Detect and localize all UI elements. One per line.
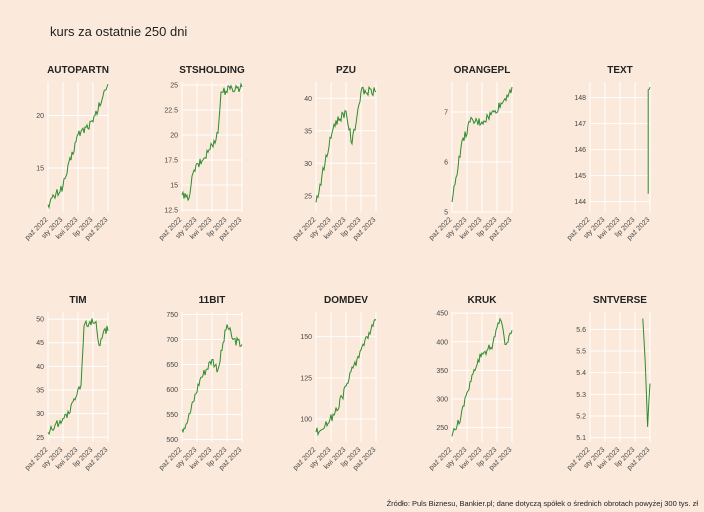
chart-title: kurs za ostatnie 250 dni xyxy=(50,24,188,39)
panel-kruk-title: KRUK xyxy=(468,295,498,306)
panel-domdev-ytick-0: 100 xyxy=(300,416,312,423)
panel-11bit-ytick-5: 750 xyxy=(166,312,178,319)
panel-domdev-series-line xyxy=(315,318,377,437)
panel-11bit-ytick-0: 500 xyxy=(166,437,178,444)
panel-domdev-title: DOMDEV xyxy=(324,295,368,306)
panel-sntverse-ytick-3: 5.4 xyxy=(576,370,586,377)
panel-stsholding-title: STSHOLDING xyxy=(179,65,245,76)
panel-tim-ytick-0: 25 xyxy=(36,435,44,442)
panel-11bit-ytick-3: 650 xyxy=(166,362,178,369)
panel-11bit-ytick-1: 550 xyxy=(166,412,178,419)
panel-autopartn-title: AUTOPARTN xyxy=(47,65,109,76)
panel-stsholding-series-line xyxy=(181,82,243,202)
panel-sntverse-ytick-0: 5.1 xyxy=(576,435,586,442)
panel-stsholding-ytick-0: 12.5 xyxy=(164,208,178,215)
source-note: Źródło: Puls Biznesu, Bankier.pl; dane d… xyxy=(386,499,698,508)
panel-tim-ytick-2: 35 xyxy=(36,388,44,395)
panel-orangepl-title: ORANGEPL xyxy=(454,65,511,76)
panel-stsholding-ytick-5: 25 xyxy=(170,83,178,90)
panel-tim-ytick-4: 45 xyxy=(36,340,44,347)
panel-tim-ytick-5: 50 xyxy=(36,317,44,324)
panel-autopartn-ytick-0: 15 xyxy=(36,165,44,172)
panel-text-ytick-2: 146 xyxy=(574,147,586,154)
panel-domdev-ytick-1: 125 xyxy=(300,375,312,382)
panel-text-ytick-3: 147 xyxy=(574,121,586,128)
panel-pzu-ytick-2: 35 xyxy=(304,128,312,135)
panel-11bit-title: 11BIT xyxy=(199,295,226,306)
panel-stsholding-ytick-3: 20 xyxy=(170,133,178,140)
panel-text-series-line xyxy=(647,87,651,194)
panel-tim-ytick-1: 30 xyxy=(36,411,44,418)
panel-kruk-ytick-2: 350 xyxy=(436,368,448,375)
panel-sntverse-ytick-2: 5.3 xyxy=(576,392,586,399)
panel-text-ytick-0: 144 xyxy=(574,199,586,206)
panel-text-ytick-4: 148 xyxy=(574,95,586,102)
panel-kruk-ytick-0: 250 xyxy=(436,425,448,432)
panel-orangepl-ytick-1: 6 xyxy=(444,160,448,167)
panel-stsholding-ytick-2: 17.5 xyxy=(164,158,178,165)
panel-tim-title: TIM xyxy=(69,295,86,306)
panel-stsholding-ytick-4: 22.5 xyxy=(164,108,178,115)
panel-autopartn-series-line xyxy=(47,83,109,210)
panel-domdev-ytick-2: 150 xyxy=(300,334,312,341)
panel-sntverse-ytick-4: 5.5 xyxy=(576,349,586,356)
panel-sntverse-ytick-5: 5.6 xyxy=(576,327,586,334)
panel-text-title: TEXT xyxy=(607,65,633,76)
panel-11bit-ytick-2: 600 xyxy=(166,387,178,394)
panel-kruk-ytick-3: 400 xyxy=(436,339,448,346)
panel-pzu-ytick-1: 30 xyxy=(304,161,312,168)
panel-sntverse-series-line xyxy=(642,318,651,427)
panel-11bit-series-line xyxy=(181,324,243,434)
panel-orangepl-series-line xyxy=(451,86,513,203)
panel-kruk-ytick-1: 300 xyxy=(436,397,448,404)
panel-pzu-ytick-0: 25 xyxy=(304,193,312,200)
panel-kruk-series-line xyxy=(451,317,513,437)
panel-tim-ytick-3: 40 xyxy=(36,364,44,371)
panel-pzu-series-line xyxy=(315,85,377,203)
panel-sntverse-title: SNTVERSE xyxy=(593,295,647,306)
panel-pzu-title: PZU xyxy=(336,65,356,76)
panel-orangepl-ytick-2: 7 xyxy=(444,110,448,117)
panel-autopartn-ytick-1: 20 xyxy=(36,113,44,120)
panel-text-ytick-1: 145 xyxy=(574,173,586,180)
panel-pzu-ytick-3: 40 xyxy=(304,96,312,103)
panel-sntverse-ytick-1: 5.2 xyxy=(576,414,586,421)
panel-kruk-ytick-4: 450 xyxy=(436,311,448,318)
panel-orangepl-ytick-0: 5 xyxy=(444,210,448,217)
panel-stsholding-ytick-1: 15 xyxy=(170,183,178,190)
panel-11bit-ytick-4: 700 xyxy=(166,337,178,344)
panel-tim-series-line xyxy=(47,318,109,436)
